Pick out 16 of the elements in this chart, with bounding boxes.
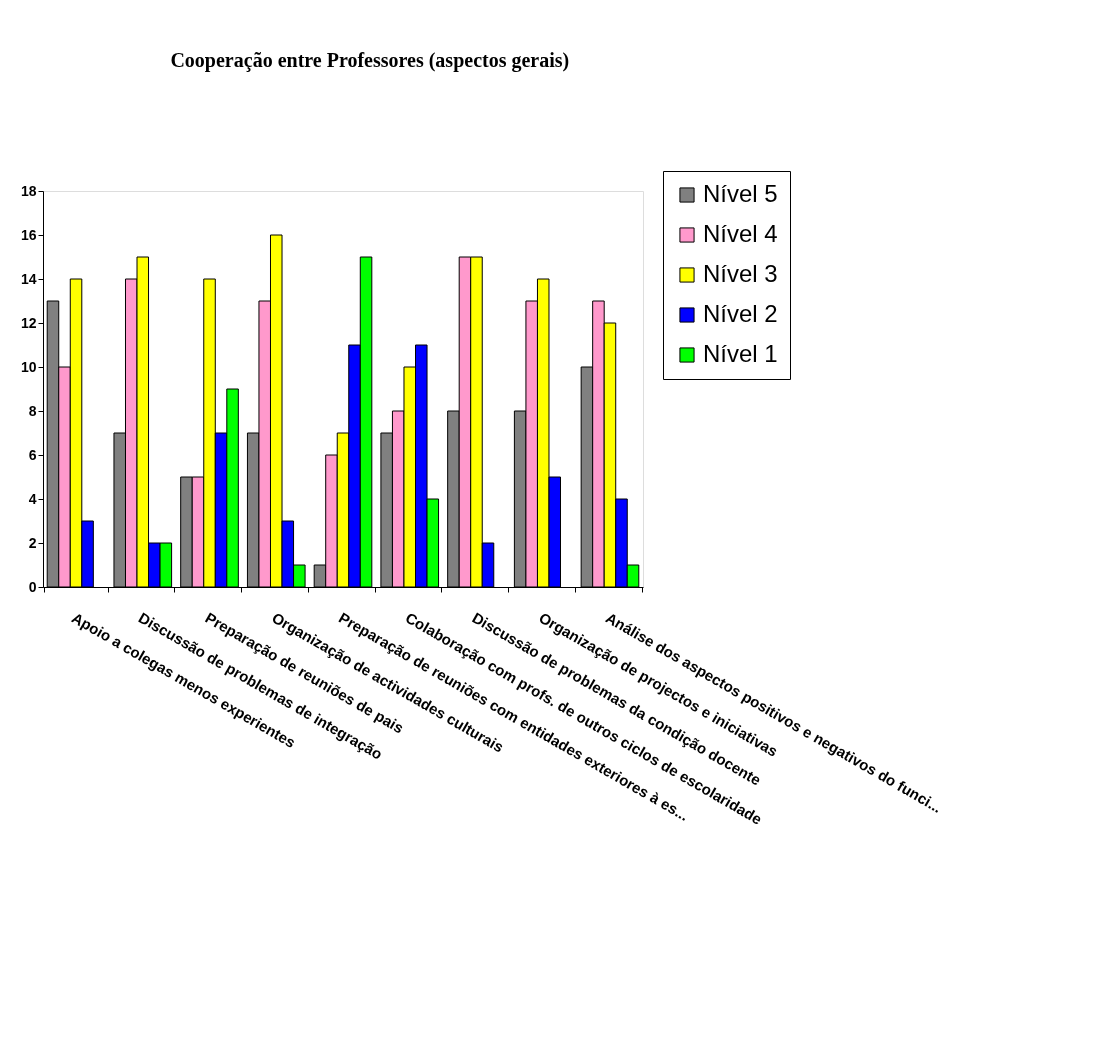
legend-label: Nível 3 (703, 260, 778, 287)
legend-label: Nível 1 (703, 340, 778, 367)
y-tick-label: 16 (20, 226, 37, 243)
y-tick-label: 12 (20, 314, 37, 331)
y-tick-label: 8 (28, 402, 37, 419)
y-tick-label: 0 (28, 578, 37, 595)
y-tick-label: 18 (20, 182, 37, 199)
legend-label: Nível 5 (703, 180, 778, 207)
legend-label: Nível 4 (703, 220, 778, 247)
y-tick-label: 4 (28, 490, 37, 507)
y-tick-label: 6 (28, 446, 37, 463)
y-tick-label: 2 (28, 534, 37, 551)
legend-label: Nível 2 (703, 300, 778, 327)
y-tick-label: 10 (20, 358, 37, 375)
chart-title: Cooperação entre Professores (aspectos gerais) (170, 48, 570, 72)
y-tick-label: 14 (20, 270, 37, 287)
